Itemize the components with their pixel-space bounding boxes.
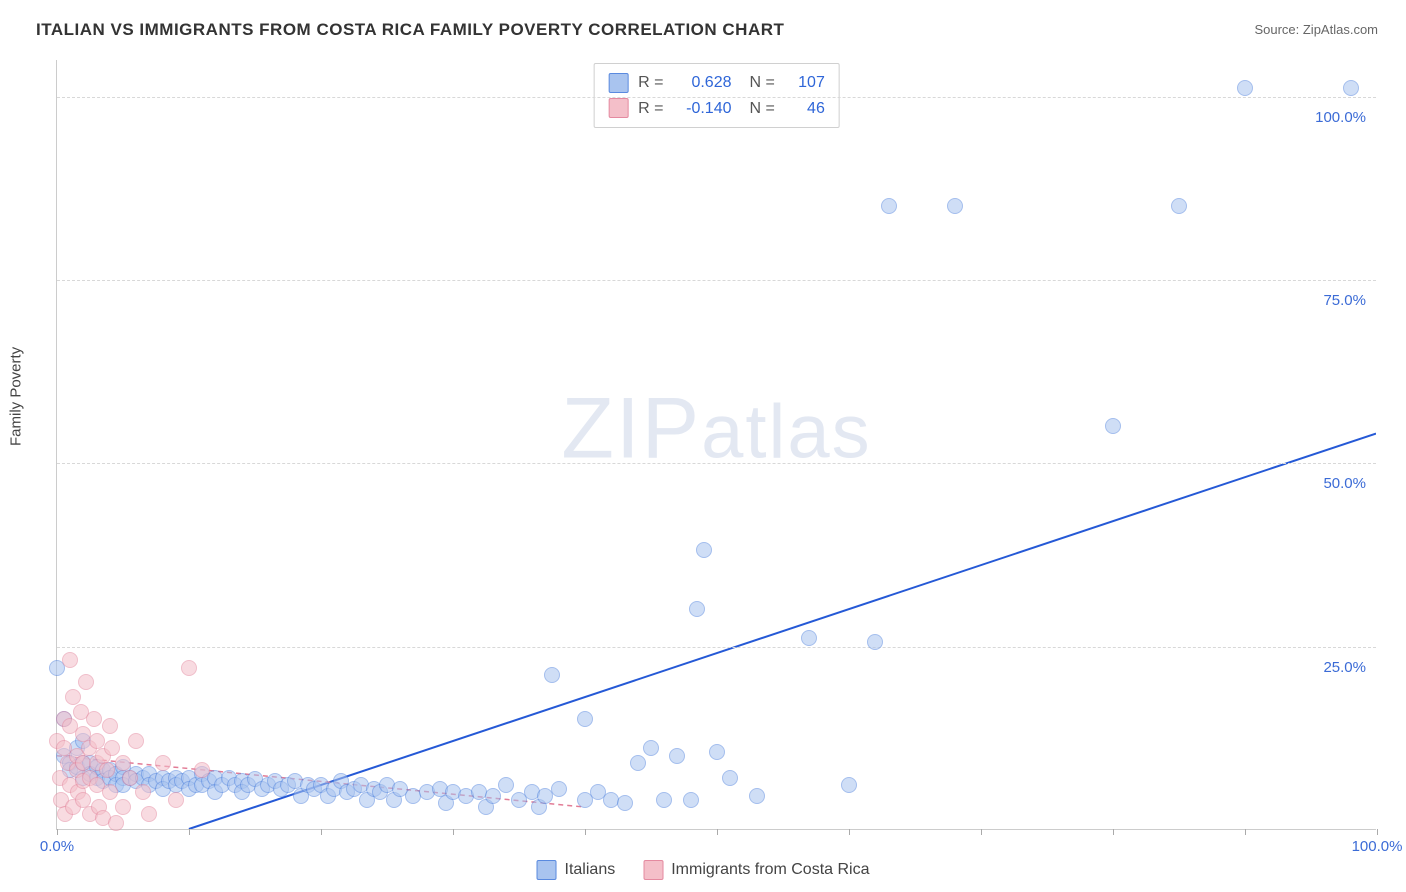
data-point <box>104 740 120 756</box>
data-point <box>617 795 633 811</box>
y-tick-label: 25.0% <box>1323 659 1366 676</box>
data-point <box>108 815 124 831</box>
data-point <box>881 198 897 214</box>
scatter-plot: ZIPatlas R =0.628N =107R =-0.140N =46 25… <box>56 60 1376 830</box>
data-point <box>801 630 817 646</box>
data-point <box>544 667 560 683</box>
data-point <box>551 781 567 797</box>
legend-swatch <box>608 98 628 118</box>
data-point <box>141 806 157 822</box>
legend-item: Italians <box>537 860 616 880</box>
data-point <box>1171 198 1187 214</box>
legend-n-value: 46 <box>785 96 825 122</box>
x-tick <box>849 829 850 835</box>
data-point <box>168 792 184 808</box>
x-tick-label: 0.0% <box>40 838 74 855</box>
chart-svg <box>57 60 1376 829</box>
x-tick <box>981 829 982 835</box>
x-tick-label: 100.0% <box>1352 838 1403 855</box>
data-point <box>62 652 78 668</box>
data-point <box>643 740 659 756</box>
data-point <box>86 711 102 727</box>
data-point <box>115 799 131 815</box>
correlation-legend: R = 0.628 N = 107 R = -0.140 N = 46 <box>593 63 840 128</box>
x-tick <box>1245 829 1246 835</box>
data-point <box>128 733 144 749</box>
grid-line <box>57 97 1376 98</box>
data-point <box>1105 418 1121 434</box>
x-tick <box>1377 829 1378 835</box>
legend-r-label: R = <box>638 70 663 96</box>
data-point <box>709 744 725 760</box>
legend-swatch <box>643 860 663 880</box>
data-point <box>78 674 94 690</box>
data-point <box>867 634 883 650</box>
data-point <box>99 762 115 778</box>
grid-line <box>57 463 1376 464</box>
data-point <box>689 601 705 617</box>
data-point <box>656 792 672 808</box>
data-point <box>577 711 593 727</box>
legend-item: Immigrants from Costa Rica <box>643 860 869 880</box>
legend-swatch <box>608 73 628 93</box>
x-tick <box>57 829 58 835</box>
data-point <box>1237 80 1253 96</box>
y-tick-label: 75.0% <box>1323 292 1366 309</box>
data-point <box>75 792 91 808</box>
x-tick <box>189 829 190 835</box>
data-point <box>194 762 210 778</box>
legend-n-label: N = <box>750 70 775 96</box>
x-tick <box>585 829 586 835</box>
data-point <box>135 784 151 800</box>
data-point <box>841 777 857 793</box>
data-point <box>65 689 81 705</box>
data-point <box>181 660 197 676</box>
legend-row: R = 0.628 N = 107 <box>608 70 825 96</box>
chart-title: ITALIAN VS IMMIGRANTS FROM COSTA RICA FA… <box>36 20 784 40</box>
x-tick <box>1113 829 1114 835</box>
data-point <box>947 198 963 214</box>
y-axis-label: Family Poverty <box>8 347 25 446</box>
data-point <box>102 784 118 800</box>
x-tick <box>717 829 718 835</box>
data-point <box>89 733 105 749</box>
legend-row: R = -0.140 N = 46 <box>608 96 825 122</box>
y-tick-label: 100.0% <box>1315 109 1366 126</box>
series-legend: Italians Immigrants from Costa Rica <box>537 860 870 880</box>
data-point <box>669 748 685 764</box>
legend-n-value: 107 <box>785 70 825 96</box>
data-point <box>102 718 118 734</box>
data-point <box>683 792 699 808</box>
data-point <box>696 542 712 558</box>
data-point <box>1343 80 1359 96</box>
source-attribution: Source: ZipAtlas.com <box>1254 22 1378 37</box>
y-tick-label: 50.0% <box>1323 475 1366 492</box>
data-point <box>722 770 738 786</box>
legend-swatch <box>537 860 557 880</box>
legend-r-value: -0.140 <box>674 96 732 122</box>
legend-n-label: N = <box>750 96 775 122</box>
legend-r-label: R = <box>638 96 663 122</box>
data-point <box>155 755 171 771</box>
trend-line <box>189 434 1376 829</box>
grid-line <box>57 280 1376 281</box>
x-tick <box>321 829 322 835</box>
data-point <box>498 777 514 793</box>
data-point <box>485 788 501 804</box>
legend-series-label: Immigrants from Costa Rica <box>671 861 869 879</box>
data-point <box>749 788 765 804</box>
x-tick <box>453 829 454 835</box>
legend-series-label: Italians <box>565 861 616 879</box>
data-point <box>630 755 646 771</box>
legend-r-value: 0.628 <box>674 70 732 96</box>
data-point <box>122 770 138 786</box>
grid-line <box>57 647 1376 648</box>
data-point <box>115 755 131 771</box>
